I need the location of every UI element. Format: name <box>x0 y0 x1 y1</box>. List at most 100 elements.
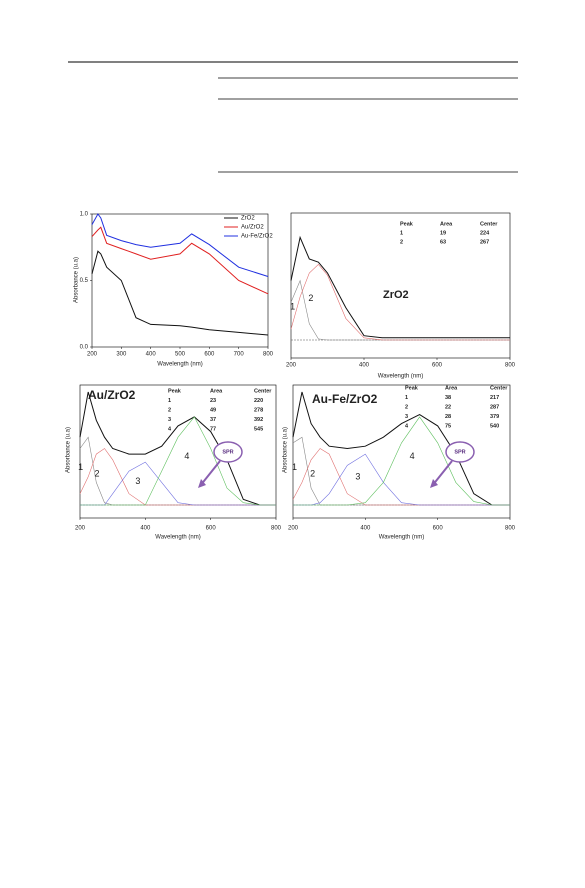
peak-label: 2 <box>95 468 100 478</box>
table-cell: 267 <box>480 239 489 245</box>
table-header: Peak <box>405 385 419 391</box>
table-header: Center <box>254 388 272 394</box>
x-tick-label: 600 <box>206 526 217 532</box>
y-tick-label: 0.5 <box>80 278 89 284</box>
table-header: Center <box>480 221 498 227</box>
series-line <box>293 416 510 506</box>
table-cell: 4 <box>168 426 172 432</box>
x-axis-label: Wavelength (nm) <box>379 535 424 541</box>
annotation: SPR <box>222 449 233 455</box>
plot-frame <box>79 384 277 519</box>
y-tick-label: 1.0 <box>80 212 89 218</box>
x-axis-label: Wavelength (nm) <box>378 374 423 380</box>
table-cell: 49 <box>210 407 216 413</box>
series-line <box>293 453 510 506</box>
x-tick-label: 600 <box>433 526 444 532</box>
table-cell: 38 <box>445 395 451 401</box>
table-cell: 392 <box>254 417 263 423</box>
x-tick-label: 700 <box>234 352 245 358</box>
peak-label: 2 <box>308 293 313 303</box>
table-cell: 2 <box>405 404 408 410</box>
table-header: Area <box>210 388 223 394</box>
table-cell: 3 <box>405 414 408 420</box>
peak-label: 1 <box>78 462 83 472</box>
x-tick-label: 500 <box>175 352 186 358</box>
x-tick-label: 600 <box>204 352 215 358</box>
table-header: Area <box>440 221 453 227</box>
x-tick-label: 800 <box>505 526 516 532</box>
x-tick-label: 400 <box>146 352 157 358</box>
table-cell: 2 <box>168 407 171 413</box>
table-cell: 217 <box>490 395 499 401</box>
series-line <box>290 235 510 339</box>
x-tick-label: 400 <box>140 526 151 532</box>
spr-arrowhead <box>430 479 438 488</box>
y-axis-label: Absorbance (u.a) <box>66 427 72 473</box>
table-cell: 22 <box>445 404 451 410</box>
peak-label: 3 <box>355 471 360 481</box>
series-line <box>80 416 276 506</box>
table-cell: 75 <box>445 423 451 429</box>
table-cell: 1 <box>400 230 403 236</box>
spr-circle <box>213 441 243 463</box>
series-line <box>292 391 510 506</box>
table-cell: 4 <box>405 423 409 429</box>
table-cell: 23 <box>210 398 216 404</box>
x-tick-label: 800 <box>263 352 274 358</box>
table-cell: 278 <box>254 407 263 413</box>
table-cell: 28 <box>445 414 451 420</box>
legend-label: Au/ZrO2 <box>241 225 264 231</box>
panel-title: Au/ZrO2 <box>88 388 136 402</box>
peak-label: 3 <box>135 476 140 486</box>
table-cell: 3 <box>168 417 171 423</box>
series-line <box>79 448 276 506</box>
panel-title: Au-Fe/ZrO2 <box>312 392 378 406</box>
x-tick-label: 200 <box>87 352 98 358</box>
table-cell: 77 <box>210 426 216 432</box>
spr-circle <box>445 441 475 463</box>
table-cell: 19 <box>440 230 446 236</box>
y-axis-label: Absorbance (u.a) <box>74 257 80 303</box>
table-cell: 540 <box>490 423 499 429</box>
table-cell: 287 <box>490 404 499 410</box>
series-line <box>292 436 510 506</box>
x-tick-label: 800 <box>505 363 516 369</box>
annotation: SPR <box>454 449 465 455</box>
table-cell: 2 <box>400 239 403 245</box>
table-cell: 220 <box>254 398 263 404</box>
table-cell: 1 <box>168 398 171 404</box>
spr-arrowhead <box>198 479 206 488</box>
y-tick-label: 0.0 <box>80 345 89 351</box>
peak-label: 2 <box>310 468 315 478</box>
table-cell: 1 <box>405 395 408 401</box>
table-cell: 379 <box>490 414 499 420</box>
y-axis-label: Absorbance (u.a) <box>283 427 289 473</box>
series-line <box>79 436 276 506</box>
x-tick-label: 400 <box>359 363 370 369</box>
table-header: Peak <box>168 388 182 394</box>
table-header: Peak <box>400 221 414 227</box>
x-tick-label: 300 <box>116 352 127 358</box>
series-line <box>91 226 269 295</box>
x-tick-label: 600 <box>432 363 443 369</box>
x-axis-label: Wavelength (nm) <box>155 535 200 541</box>
peak-label: 4 <box>184 451 189 461</box>
panel-title: ZrO2 <box>383 289 409 301</box>
x-tick-label: 200 <box>286 363 297 369</box>
legend-label: ZrO2 <box>241 216 255 222</box>
table-header: Area <box>445 385 458 391</box>
x-tick-label: 200 <box>75 526 86 532</box>
series-line <box>290 263 510 341</box>
table-cell: 63 <box>440 239 446 245</box>
peak-label: 1 <box>292 462 297 472</box>
x-axis-label: Wavelength (nm) <box>157 362 202 368</box>
peak-label: 4 <box>410 451 415 461</box>
x-tick-label: 800 <box>271 526 282 532</box>
table-cell: 545 <box>254 426 263 432</box>
x-tick-label: 200 <box>288 526 299 532</box>
legend-label: Au-Fe/ZrO2 <box>241 234 273 240</box>
series-line <box>79 391 276 506</box>
table-header: Center <box>490 385 508 391</box>
peak-label: 1 <box>290 302 295 312</box>
